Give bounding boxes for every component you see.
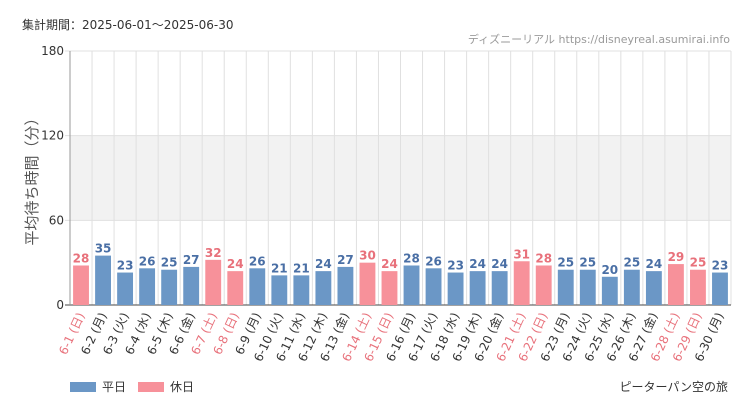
data-label: 24 (227, 257, 244, 271)
data-label: 30 (359, 249, 376, 263)
legend-holiday: 休日 (138, 378, 194, 395)
data-label: 25 (557, 256, 574, 270)
bar (249, 268, 266, 305)
bar (337, 266, 354, 305)
legend-holiday-swatch (138, 381, 165, 392)
bar (359, 262, 376, 305)
data-label: 24 (381, 257, 398, 271)
data-label: 26 (425, 254, 442, 268)
data-label: 28 (73, 251, 90, 265)
data-label: 29 (668, 250, 685, 264)
bar (73, 265, 89, 305)
data-label: 25 (161, 256, 178, 270)
bar (469, 271, 486, 305)
data-label: 23 (447, 259, 464, 273)
bar (381, 271, 398, 305)
bar (645, 271, 662, 305)
bar (95, 255, 111, 305)
y-tick-label: 60 (49, 213, 64, 227)
period-label: 集計期間：2025-06-01～2025-06-30 (22, 18, 234, 32)
bar (183, 266, 200, 305)
data-label: 24 (646, 257, 663, 271)
bar (117, 272, 134, 305)
data-label: 24 (315, 257, 332, 271)
bar (425, 268, 442, 305)
legend-weekday-swatch (70, 381, 96, 392)
bar (271, 275, 288, 305)
data-label: 27 (183, 253, 200, 267)
data-label: 24 (469, 257, 486, 271)
y-axis-title: 平均待ち時間（分） (23, 110, 41, 245)
bar (667, 264, 684, 305)
data-label: 25 (690, 256, 707, 270)
source-credit: ディズニーリアル https://disneyreal.asumirai.inf… (467, 33, 730, 46)
bar (315, 271, 332, 305)
legend-weekday-label: 平日 (102, 380, 127, 394)
data-label: 26 (249, 254, 266, 268)
data-label: 24 (491, 257, 508, 271)
data-label: 21 (293, 261, 310, 275)
y-tick-label: 0 (56, 298, 64, 312)
bar (447, 272, 464, 305)
bar (557, 269, 574, 305)
bar (712, 272, 728, 305)
bar (579, 269, 596, 305)
bar (690, 269, 706, 305)
y-tick-label: 180 (41, 44, 64, 58)
attraction-name: ピーターパン空の旅 (619, 380, 728, 394)
data-label: 21 (271, 261, 288, 275)
data-label: 23 (712, 259, 729, 273)
bar (535, 265, 552, 305)
data-label: 23 (117, 259, 134, 273)
data-label: 26 (139, 254, 156, 268)
data-label: 27 (337, 253, 354, 267)
y-tick-label: 120 (41, 129, 64, 143)
data-label: 25 (623, 256, 640, 270)
data-label: 32 (205, 246, 222, 260)
data-label: 31 (513, 247, 530, 261)
legend: 平日 休日 (70, 378, 206, 395)
data-label: 25 (579, 256, 596, 270)
bar (601, 276, 618, 305)
bar (491, 271, 508, 305)
legend-holiday-label: 休日 (170, 380, 195, 394)
bar (623, 269, 640, 305)
bar (227, 271, 244, 305)
data-label: 28 (403, 251, 420, 265)
bar (513, 261, 530, 305)
bar (161, 269, 178, 305)
data-label: 35 (95, 242, 112, 256)
bar (403, 265, 420, 305)
bar (293, 275, 310, 305)
data-label: 28 (535, 251, 552, 265)
bar (205, 259, 222, 305)
bar (139, 268, 156, 305)
data-label: 20 (601, 263, 618, 277)
legend-weekday: 平日 (70, 378, 126, 395)
